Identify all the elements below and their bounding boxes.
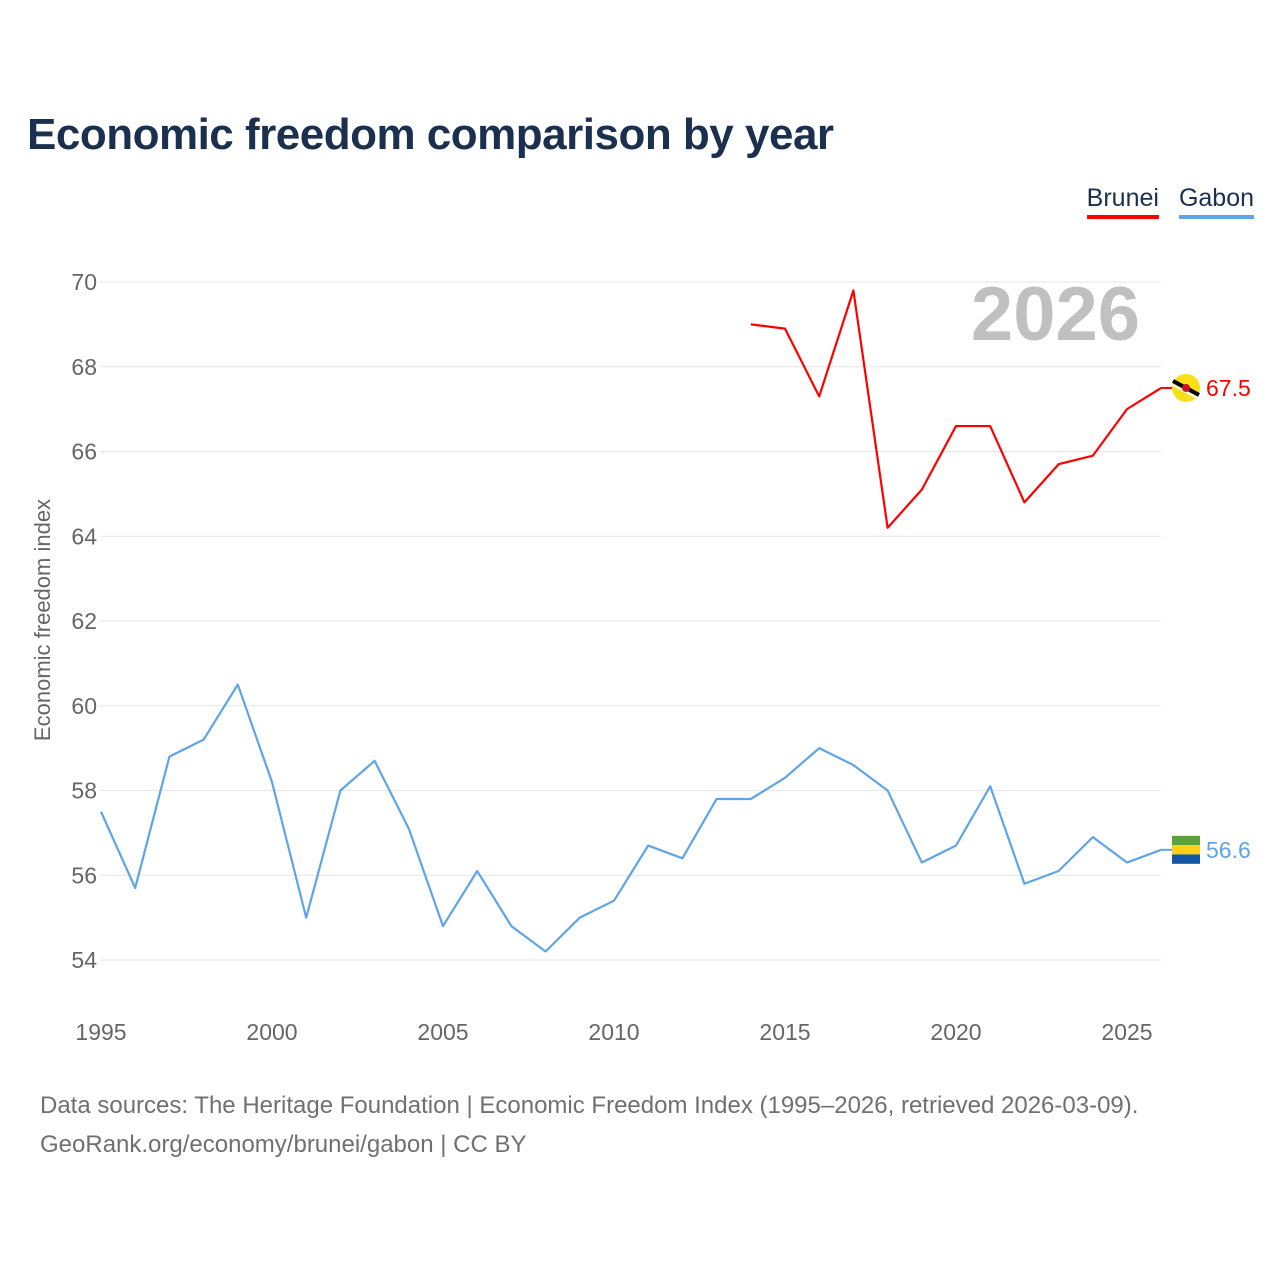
y-tick-label: 68 (71, 354, 97, 380)
year-watermark: 2026 (971, 272, 1140, 357)
legend-brunei[interactable]: Brunei (1086, 184, 1159, 219)
y-tick-label: 70 (71, 269, 97, 295)
x-tick-label: 2020 (930, 1019, 981, 1045)
legend-gabon[interactable]: Gabon (1178, 184, 1254, 219)
flag-stripe (1172, 854, 1200, 864)
legend: Brunei Gabon (1086, 184, 1254, 219)
end-value-label: 56.6 (1206, 837, 1251, 863)
flag-emblem (1182, 383, 1190, 392)
y-axis-label: Economic freedom index (30, 499, 55, 741)
attribution: GeoRank.org/economy/brunei/gabon | CC BY (40, 1131, 527, 1158)
y-tick-label: 64 (71, 523, 97, 549)
y-tick-label: 62 (71, 608, 97, 634)
series-line-gabon (99, 683, 1162, 953)
x-tick-label: 2015 (759, 1019, 810, 1045)
end-value-label: 67.5 (1206, 375, 1251, 401)
gabon-flag-icon (1172, 835, 1200, 846)
x-tick-label: 2025 (1101, 1019, 1152, 1045)
y-tick-label: 66 (71, 439, 97, 465)
y-tick-label: 56 (71, 862, 97, 888)
y-tick-label: 60 (71, 693, 97, 719)
x-tick-label: 1995 (75, 1019, 126, 1045)
flag-stripe (1172, 845, 1200, 855)
y-tick-label: 54 (71, 947, 97, 973)
source-note: Data sources: The Heritage Foundation | … (40, 1092, 1139, 1119)
footer: Data sources: The Heritage Foundation | … (40, 1086, 1138, 1164)
x-tick-label: 2005 (417, 1019, 468, 1045)
y-tick-label: 58 (71, 778, 97, 804)
chart-title: Economic freedom comparison by year (27, 110, 834, 159)
x-tick-label: 2000 (246, 1019, 297, 1045)
x-tick-label: 2010 (588, 1019, 639, 1045)
